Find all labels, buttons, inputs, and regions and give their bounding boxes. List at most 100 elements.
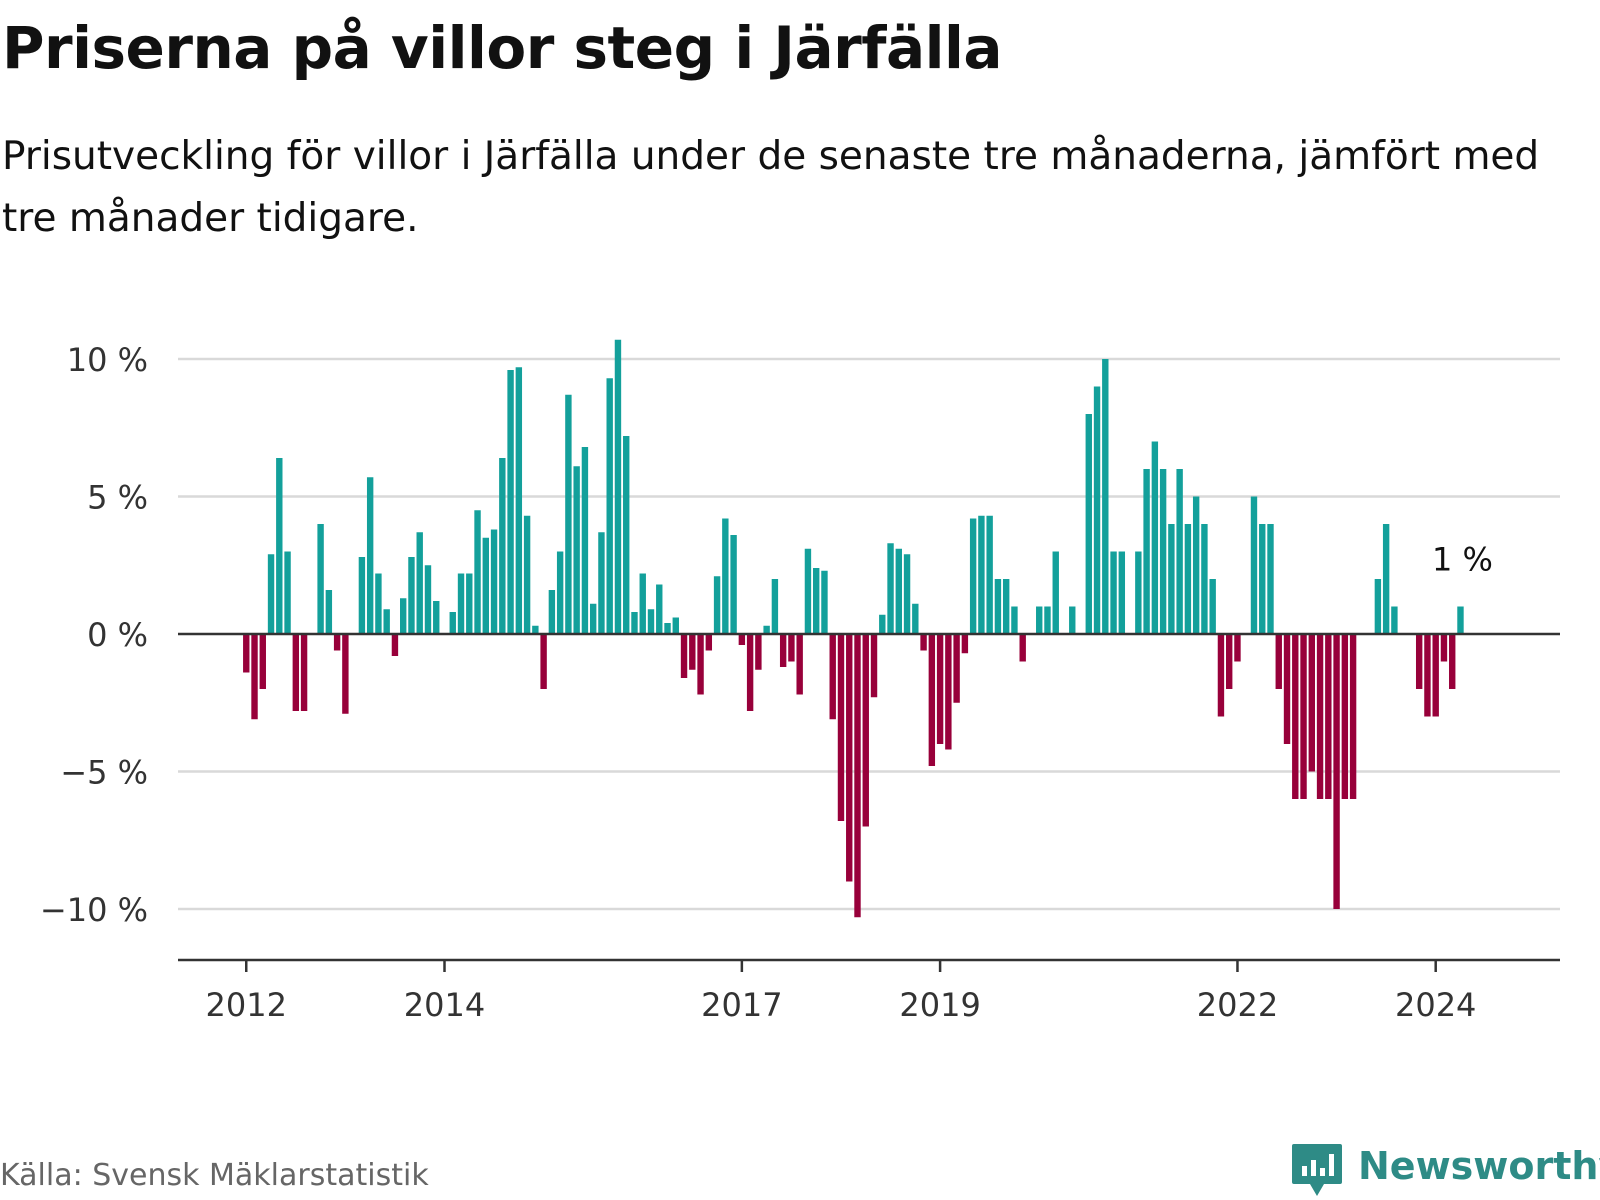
bar [1349, 634, 1357, 799]
bar [482, 537, 489, 634]
bar [1102, 359, 1109, 634]
y-tick-label: 0 % [87, 616, 148, 654]
bar [903, 554, 911, 634]
bar [433, 601, 440, 634]
bar [920, 634, 927, 651]
bar [1209, 579, 1216, 634]
bar [1201, 524, 1208, 634]
bar [771, 579, 779, 634]
bar [1234, 634, 1241, 662]
bar [705, 634, 713, 651]
bar [1432, 634, 1439, 717]
y-tick-label: −10 % [40, 891, 148, 929]
bar [573, 466, 580, 634]
bar [829, 634, 836, 720]
bar [945, 634, 952, 750]
bar [1440, 634, 1448, 662]
bar [1044, 606, 1051, 634]
bar [1449, 634, 1456, 689]
bar [1217, 634, 1225, 717]
bar [697, 634, 704, 695]
bar [342, 634, 349, 714]
bar [1300, 634, 1307, 799]
bar [1325, 634, 1332, 799]
bar [300, 634, 308, 711]
bar [292, 634, 300, 711]
bar [862, 634, 869, 827]
bar [854, 634, 861, 918]
bar [1457, 606, 1464, 634]
bar [1333, 634, 1340, 909]
bar [639, 573, 646, 634]
bar [1382, 524, 1390, 634]
bar [424, 565, 432, 634]
bar [1192, 496, 1200, 634]
bar [532, 625, 539, 634]
bar [895, 548, 902, 634]
bar [1002, 579, 1010, 634]
annotations: 1 % [1432, 541, 1493, 579]
bar [1143, 469, 1150, 634]
bar [1316, 634, 1324, 799]
bar [953, 634, 960, 703]
x-tick-label: 2019 [899, 986, 980, 1020]
bar [523, 515, 531, 634]
x-tick-label: 2017 [701, 986, 782, 1020]
bars [243, 339, 1464, 918]
bar [978, 515, 985, 634]
bar [1226, 634, 1233, 689]
bar [416, 532, 423, 634]
bar [1011, 606, 1018, 634]
bar [656, 584, 663, 634]
bar [912, 603, 919, 634]
bar [779, 634, 787, 667]
bar [1374, 579, 1382, 634]
bar [333, 634, 341, 651]
bar [1424, 634, 1431, 717]
bar [548, 590, 556, 634]
bar [540, 634, 547, 689]
bar [1341, 634, 1349, 799]
bar [837, 634, 845, 821]
bar [994, 579, 1002, 634]
bar [664, 623, 671, 634]
bar [870, 634, 878, 698]
bar [969, 518, 977, 634]
bar [986, 515, 993, 634]
bar [1250, 496, 1258, 634]
bar [1118, 551, 1126, 634]
y-tick-label: 10 % [67, 341, 148, 379]
bar [763, 625, 770, 634]
bar [400, 598, 407, 634]
x-axis: 2012 2014 2017 2019 2022 2024 [178, 958, 1560, 1020]
bar [1176, 469, 1183, 634]
chart-title: Priserna på villor steg i Järfälla [2, 14, 1002, 82]
bar [466, 573, 473, 634]
bar [755, 634, 762, 670]
bar [598, 532, 605, 634]
bar [1093, 386, 1101, 634]
gridlines [178, 357, 1560, 911]
bar [408, 557, 415, 634]
bar [325, 590, 333, 634]
bar [581, 447, 589, 634]
bar [474, 510, 481, 634]
bar [606, 378, 613, 634]
bar [556, 551, 564, 634]
bar [366, 477, 374, 634]
bar [821, 570, 828, 634]
bar [259, 634, 266, 689]
bar [383, 609, 390, 634]
bar [507, 370, 514, 634]
bar [623, 436, 630, 634]
bar [358, 557, 366, 634]
bar [1391, 606, 1398, 634]
newsworthy-logo: Newsworthy [1290, 1140, 1600, 1200]
bar [1184, 524, 1192, 634]
bar [796, 634, 803, 695]
bar [1275, 634, 1282, 689]
bar [722, 518, 729, 634]
bar [565, 394, 572, 634]
bar [1135, 551, 1142, 634]
bar [738, 634, 746, 645]
